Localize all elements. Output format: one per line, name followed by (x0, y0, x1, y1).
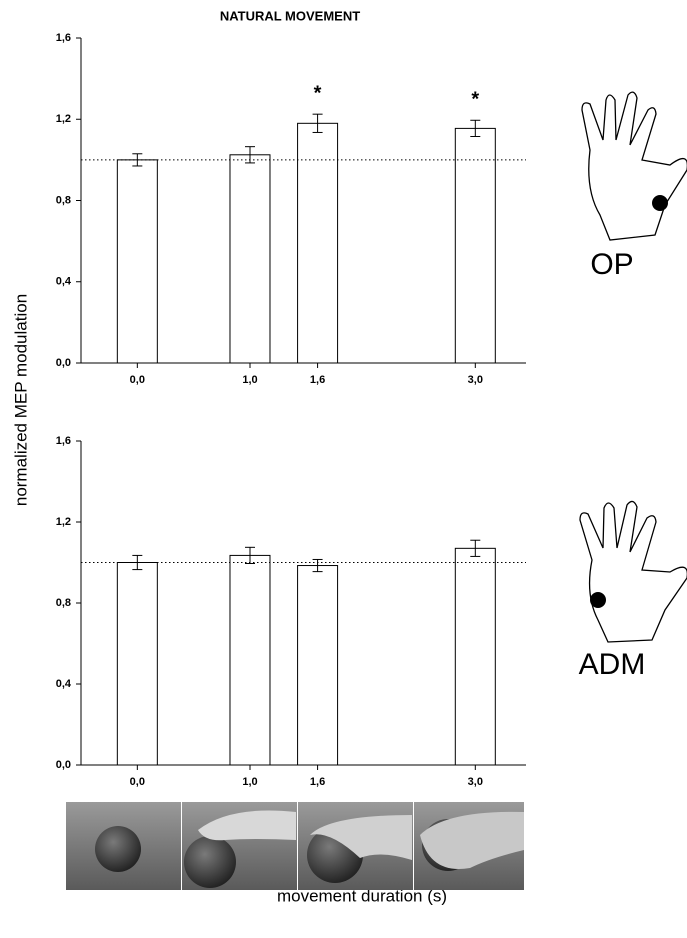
figure: normalized MEP modulation movement durat… (0, 0, 687, 938)
x-tick-label: 1,6 (310, 374, 325, 386)
y-tick-label: 1,6 (56, 435, 71, 447)
significance-mark: * (314, 82, 322, 104)
x-tick-label: 1,6 (310, 776, 325, 788)
muscle-label: OP (590, 248, 633, 281)
y-tick-label: 0,8 (56, 194, 71, 206)
muscle-label: ADM (579, 648, 646, 681)
x-tick-label: 0,0 (130, 776, 145, 788)
x-tick-label: 0,0 (130, 374, 145, 386)
bar (298, 566, 338, 765)
bar (298, 123, 338, 363)
significance-mark: * (471, 89, 479, 111)
x-tick-label: 1,0 (242, 374, 257, 386)
photo-strip (66, 802, 524, 890)
x-tick-label: 1,0 (242, 776, 257, 788)
chart-title: NATURAL MOVEMENT (220, 8, 360, 23)
x-tick-label: 3,0 (468, 776, 483, 788)
y-tick-label: 1,2 (56, 113, 71, 125)
bar (455, 128, 495, 363)
y-axis-label: normalized MEP modulation (11, 294, 30, 506)
x-tick-label: 3,0 (468, 374, 483, 386)
bar (455, 548, 495, 765)
bar (117, 160, 157, 363)
y-tick-label: 0,4 (56, 276, 72, 288)
bar (117, 563, 157, 766)
hand-icon-adm (580, 501, 687, 642)
y-tick-label: 0,8 (56, 597, 71, 609)
bar (230, 555, 270, 765)
y-tick-label: 0,4 (56, 678, 72, 690)
y-tick-label: 1,6 (56, 32, 71, 44)
y-tick-label: 0,0 (56, 357, 71, 369)
hand-icon-op (582, 92, 687, 240)
bar (230, 155, 270, 363)
y-tick-label: 1,2 (56, 516, 71, 528)
y-tick-label: 0,0 (56, 759, 71, 771)
